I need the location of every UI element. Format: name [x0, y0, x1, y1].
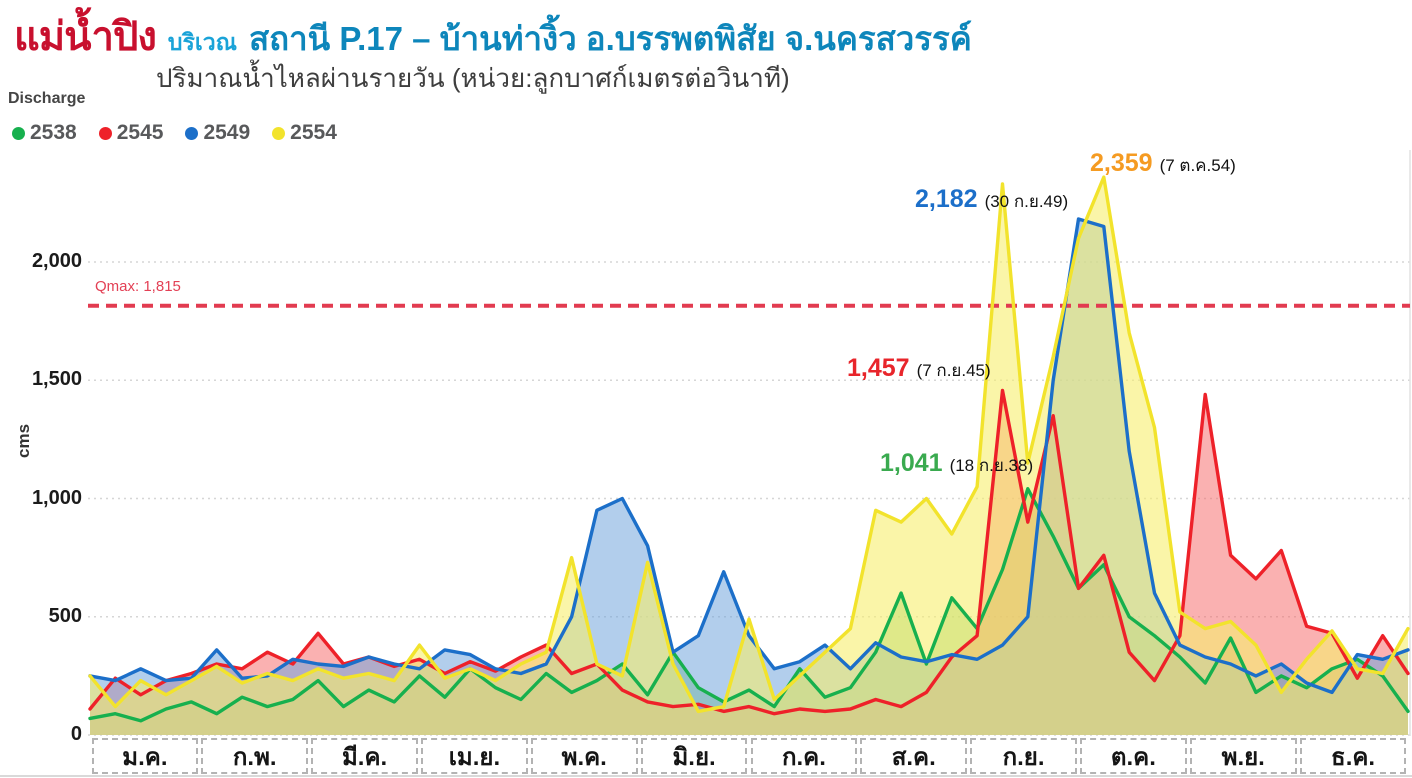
month-label-4: เม.ย.	[421, 738, 528, 774]
legend-dot-2549	[185, 126, 199, 140]
annotation-date: (7 ต.ค.54)	[1159, 156, 1236, 175]
legend-dot-2545	[98, 126, 112, 140]
legend-label: 2549	[203, 121, 251, 144]
station-name: สถานี P.17 – บ้านท่างิ้ว อ.บรรพตพิสัย จ.…	[248, 20, 972, 57]
line-2554	[88, 175, 1410, 714]
legend-item-2545: 2545	[98, 121, 164, 145]
annotation-value: 2,359	[1090, 149, 1153, 177]
annotation-date: (7 ก.ย.45)	[916, 361, 991, 380]
annotation-date: (18 ก.ย.38)	[949, 456, 1034, 475]
axis-title-discharge: Discharge	[8, 90, 86, 107]
annotation-peak-2554: 2,359 (7 ต.ค.54)	[1090, 149, 1236, 179]
annotation-peak-2549: 2,182 (30 ก.ย.49)	[915, 185, 1068, 215]
y-tick-0: 0	[70, 723, 82, 745]
annotation-value: 1,041	[880, 449, 943, 477]
legend-item-2554: 2554	[272, 121, 337, 145]
y-tick-2,000: 2,000	[31, 250, 82, 272]
y-tick-1,000: 1,000	[31, 486, 82, 509]
month-label-9: ก.ย.	[970, 738, 1077, 774]
y-tick-500: 500	[48, 604, 82, 627]
line-2538	[88, 487, 1410, 723]
month-label-2: ก.พ.	[201, 738, 309, 774]
y-axis-unit-label: cms	[14, 423, 33, 458]
legend-label: 2545	[116, 121, 164, 144]
page-title: แม่น้ำปิง บริเวณ สถานี P.17 – บ้านท่างิ้…	[14, 4, 972, 68]
month-label-8: ส.ค.	[860, 738, 968, 774]
month-label-11: พ.ย.	[1189, 738, 1297, 774]
month-label-7: ก.ค.	[750, 738, 858, 774]
legend-label: 2538	[30, 121, 77, 144]
area-label: บริเวณ	[167, 29, 237, 55]
annotation-date: (30 ก.ย.49)	[984, 192, 1069, 211]
annotation-value: 1,457	[847, 354, 910, 382]
month-label-5: พ.ค.	[530, 738, 638, 774]
annotation-value: 2,182	[915, 185, 978, 213]
month-label-3: มี.ค.	[311, 738, 418, 774]
line-2545	[88, 388, 1410, 716]
month-label-1: ม.ค.	[91, 738, 199, 774]
bottom-border	[0, 775, 1412, 777]
month-label-10: ต.ค.	[1080, 738, 1187, 774]
annotation-peak-2545: 1,457 (7 ก.ย.45)	[847, 354, 991, 384]
chart-subtitle: ปริมาณน้ำไหลผ่านรายวัน (หน่วย:ลูกบาศก์เม…	[156, 63, 790, 93]
line-2549	[88, 217, 1410, 695]
qmax-label: Qmax: 1,815	[95, 278, 181, 295]
y-tick-1,500: 1,500	[31, 368, 82, 391]
legend-label: 2554	[290, 121, 337, 144]
legend-item-2538: 2538	[12, 121, 77, 145]
annotation-peak-2538: 1,041 (18 ก.ย.38)	[880, 449, 1033, 479]
month-label-12: ธ.ค.	[1299, 738, 1407, 774]
legend-dot-2554	[272, 126, 286, 140]
legend-dot-2538	[12, 126, 25, 140]
legend: 2538 2545 2549 2554	[12, 121, 337, 145]
legend-item-2549: 2549	[185, 121, 250, 145]
river-name: แม่น้ำปิง	[14, 15, 157, 59]
area-2554	[90, 177, 1408, 736]
month-label-6: มิ.ย.	[640, 738, 748, 774]
